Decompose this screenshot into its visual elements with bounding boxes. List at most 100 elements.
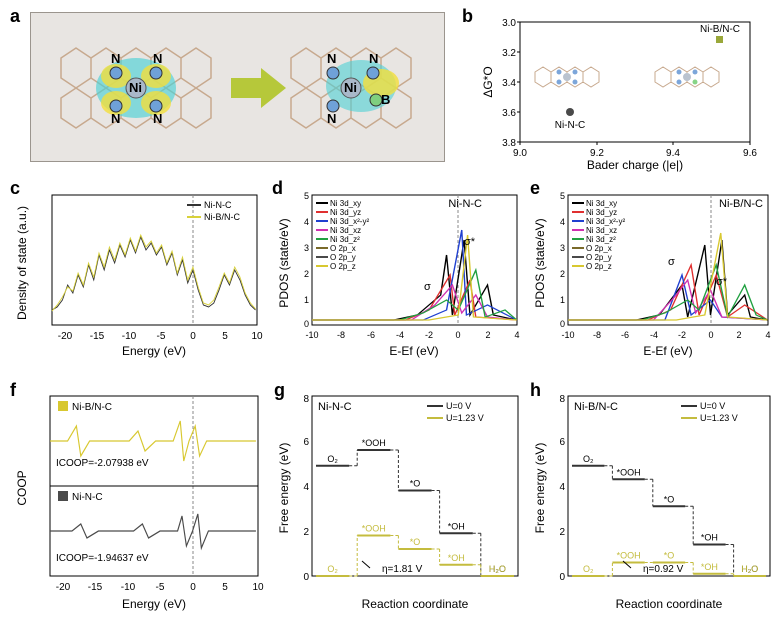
svg-text:*O: *O: [410, 479, 421, 489]
panel-f: Ni-B/N-C ICOOP=-2.07938 eV Ni-N-C ICOOP=…: [14, 388, 266, 613]
svg-text:-6: -6: [367, 330, 375, 340]
svg-text:2: 2: [560, 269, 565, 279]
svg-text:1: 1: [304, 295, 309, 305]
icoop-bottom: ICOOP=-1.94637 eV: [56, 553, 149, 564]
svg-text:*O: *O: [664, 494, 675, 504]
svg-text:-4: -4: [650, 330, 658, 340]
svg-text:Ni-B/N-C: Ni-B/N-C: [204, 212, 240, 222]
panel-h: 02468 Ni-B/N-C U=0 V U=1.23 V O₂*OOH*O*O…: [534, 388, 778, 613]
svg-text:Ni: Ni: [129, 80, 142, 95]
svg-text:5: 5: [222, 582, 228, 593]
svg-text:Ni 3d_xy: Ni 3d_xy: [586, 199, 617, 208]
inset-struct-right: [655, 67, 719, 87]
title-h: Ni-B/N-C: [574, 401, 618, 413]
svg-text:Ni-N-C: Ni-N-C: [72, 492, 103, 503]
svg-text:-10: -10: [305, 330, 318, 340]
svg-text:-8: -8: [337, 330, 345, 340]
svg-text:2: 2: [485, 330, 490, 340]
title-d: Ni-N-C: [448, 198, 482, 210]
svg-text:Ni 3d_xy: Ni 3d_xy: [330, 199, 361, 208]
svg-text:0: 0: [190, 582, 196, 593]
svg-text:O 2p_y: O 2p_y: [586, 253, 612, 262]
svg-text:N: N: [327, 51, 336, 66]
svg-text:B: B: [381, 92, 390, 107]
svg-text:O 2p_x: O 2p_x: [330, 244, 356, 253]
svg-text:3: 3: [560, 243, 565, 253]
ylabel-f: COOP: [15, 470, 29, 505]
svg-text:3: 3: [304, 243, 309, 253]
svg-text:-20: -20: [56, 582, 71, 593]
svg-text:Ni-B/N-C: Ni-B/N-C: [700, 24, 740, 35]
svg-text:2: 2: [736, 330, 741, 340]
svg-text:-2: -2: [425, 330, 433, 340]
svg-text:4: 4: [765, 330, 770, 340]
svg-text:6: 6: [303, 437, 309, 448]
title-g: Ni-N-C: [318, 401, 352, 413]
svg-text:O₂: O₂: [583, 564, 594, 574]
svg-text:3.0: 3.0: [502, 18, 516, 29]
svg-text:2: 2: [559, 527, 565, 538]
svg-text:-20: -20: [58, 331, 73, 342]
svg-text:σ: σ: [668, 256, 675, 268]
svg-text:*OOH: *OOH: [362, 438, 386, 448]
panel-d: 543210 -10-8-6-4-2024 σ σ* Ni-N-C Ni 3d_…: [278, 185, 526, 360]
panel-b: 3.0 3.2 3.4 3.6 3.8 9.0 9.2 9.4 9.6 Ni-N…: [480, 12, 770, 172]
svg-text:N: N: [111, 111, 120, 126]
figure-root: a N: [0, 0, 779, 625]
eta-h: η=0.92 V: [643, 564, 684, 575]
svg-text:Ni 3d_x²-y²: Ni 3d_x²-y²: [330, 217, 369, 226]
svg-text:σ*: σ*: [716, 276, 728, 288]
svg-text:5: 5: [304, 191, 309, 201]
ylabel-d: PDOS (state/eV): [278, 218, 291, 307]
xlabel-h: Reaction coordinate: [616, 597, 723, 611]
ylabel-g: Free energy (eV): [278, 443, 291, 534]
svg-text:O 2p_z: O 2p_z: [586, 262, 612, 271]
svg-text:2: 2: [304, 269, 309, 279]
svg-text:O 2p_y: O 2p_y: [330, 253, 356, 262]
svg-text:Ni: Ni: [344, 80, 357, 95]
svg-text:9.0: 9.0: [513, 148, 527, 159]
svg-text:Ni 3d_yz: Ni 3d_yz: [586, 208, 617, 217]
inset-struct-left: [535, 67, 599, 87]
svg-text:5: 5: [560, 191, 565, 201]
svg-text:σ: σ: [424, 281, 431, 293]
svg-text:Ni-B/N-C: Ni-B/N-C: [72, 402, 112, 413]
svg-text:*OH: *OH: [448, 521, 465, 531]
svg-text:H₂O: H₂O: [741, 564, 758, 574]
svg-text:-10: -10: [121, 582, 136, 593]
svg-text:6: 6: [559, 437, 565, 448]
ylabel-e: PDOS (state/eV): [534, 218, 547, 307]
ylabel-c: Density of state (a.u.): [15, 206, 29, 320]
svg-text:8: 8: [559, 394, 565, 405]
svg-text:N: N: [153, 51, 162, 66]
svg-text:8: 8: [303, 394, 309, 405]
svg-text:N: N: [327, 111, 336, 126]
svg-text:3.4: 3.4: [502, 78, 516, 89]
xlabel-f: Energy (eV): [122, 597, 186, 611]
svg-text:0: 0: [190, 331, 196, 342]
svg-text:O₂: O₂: [327, 564, 338, 574]
eta-g: η=1.81 V: [382, 564, 423, 575]
svg-text:*O: *O: [664, 551, 675, 561]
svg-text:Ni-N-C: Ni-N-C: [204, 200, 232, 210]
panel-a-graphic: N N Ni N N: [31, 13, 446, 163]
label-a: a: [10, 6, 20, 27]
svg-text:O₂: O₂: [327, 454, 338, 464]
svg-text:0: 0: [303, 572, 309, 583]
label-b: b: [462, 6, 473, 27]
svg-text:-5: -5: [156, 582, 165, 593]
svg-text:-5: -5: [157, 331, 166, 342]
svg-text:U=0 V: U=0 V: [700, 401, 725, 411]
xlabel-d: E-Ef (eV): [389, 344, 438, 358]
svg-text:-6: -6: [621, 330, 629, 340]
atom-N: N: [111, 51, 120, 66]
svg-text:2: 2: [303, 527, 309, 538]
svg-text:9.6: 9.6: [743, 148, 757, 159]
svg-text:Ni 3d_yz: Ni 3d_yz: [330, 208, 361, 217]
xlabel-e: E-Ef (eV): [643, 344, 692, 358]
svg-text:1: 1: [560, 295, 565, 305]
point-ni-bn-c: [716, 36, 723, 43]
svg-text:4: 4: [559, 482, 565, 493]
svg-text:4: 4: [303, 482, 309, 493]
coop-bottom: [50, 514, 256, 548]
